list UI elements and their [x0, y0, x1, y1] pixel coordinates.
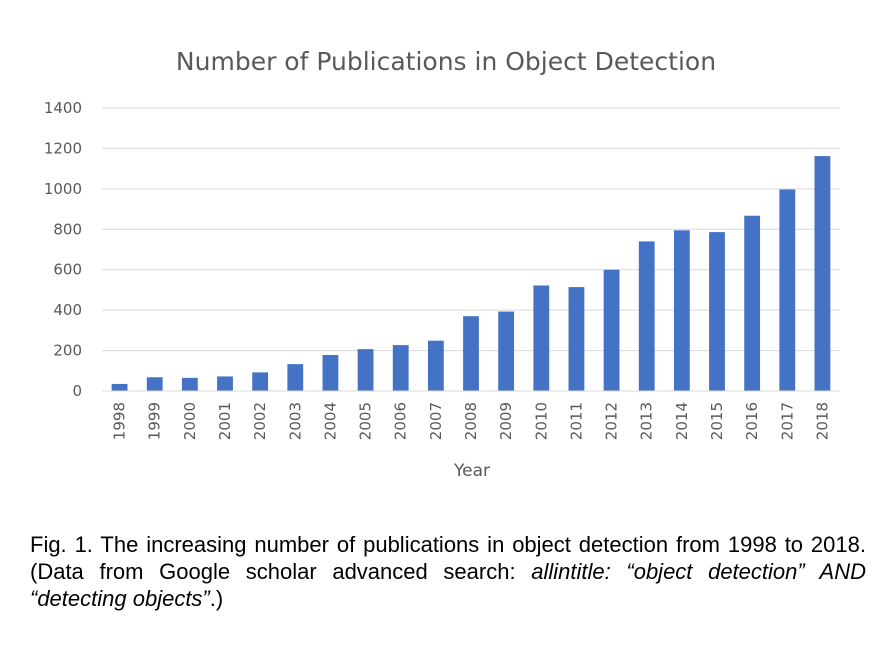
x-tick-label: 2018: [813, 402, 831, 440]
bar: [392, 345, 409, 391]
y-tick-label: 1200: [44, 139, 82, 157]
bar: [287, 364, 304, 391]
y-tick-label: 200: [53, 342, 82, 360]
bar: [638, 241, 655, 391]
bar: [709, 232, 725, 391]
x-tick-label: 2015: [708, 402, 726, 440]
bar: [744, 215, 761, 391]
bar: [427, 340, 444, 391]
x-tick-label: 2009: [497, 402, 515, 440]
bar: [217, 376, 233, 391]
y-tick-label: 400: [53, 301, 82, 319]
x-tick-label: 2010: [532, 402, 550, 440]
x-tick-label: 1999: [146, 402, 164, 440]
bar: [533, 285, 550, 391]
bar: [322, 355, 339, 391]
x-tick-label: 2017: [778, 402, 796, 440]
x-tick-label: 2013: [638, 402, 656, 440]
y-tick-label: 0: [72, 382, 82, 400]
y-tick-label: 600: [53, 261, 82, 279]
bar: [111, 383, 128, 391]
x-tick-label: 2003: [286, 402, 304, 440]
caption-query: allintitle: “object detection” AND “dete…: [30, 559, 866, 611]
chart-title: Number of Publications in Object Detecti…: [176, 47, 716, 76]
y-axis-ticks: 0 200 400 600 800 1000 1200 1400: [44, 99, 82, 400]
x-tick-label: 2005: [357, 402, 375, 440]
bar: [463, 316, 479, 391]
x-tick-label: 2012: [603, 402, 621, 440]
bar: [498, 311, 515, 391]
figure-caption: Fig. 1. The increasing number of publica…: [30, 531, 866, 612]
bar: [603, 269, 620, 391]
x-tick-label: 2001: [216, 402, 234, 440]
x-tick-label: 2014: [673, 402, 691, 440]
caption-text: Fig. 1. The increasing number of publica…: [30, 532, 866, 584]
x-axis-title: Year: [453, 461, 490, 481]
x-tick-label: 2011: [567, 402, 585, 440]
gridlines: [102, 107, 840, 352]
bars: [111, 156, 831, 391]
y-tick-label: 1400: [44, 99, 82, 117]
x-tick-label: 2000: [181, 402, 199, 440]
x-tick-label: 2004: [321, 402, 339, 440]
caption-end: .): [209, 586, 224, 611]
bar: [814, 156, 831, 391]
x-tick-label: 1998: [111, 402, 129, 440]
y-tick-label: 800: [53, 220, 82, 238]
x-tick-label: 2007: [427, 402, 445, 440]
y-tick-label: 1000: [44, 180, 82, 198]
bar: [779, 189, 796, 391]
x-tick-label: 2002: [251, 402, 269, 440]
x-tick-label: 2006: [392, 402, 410, 440]
bar-chart: Number of Publications in Object Detecti…: [44, 47, 840, 481]
x-tick-label: 2016: [743, 402, 761, 440]
bar: [252, 372, 269, 391]
bar: [568, 287, 585, 391]
bar: [357, 349, 374, 391]
x-axis-ticks: 1998 1999 2000 2001 2002 2003 2004 2005 2006 2007…: [111, 402, 832, 440]
x-tick-label: 2008: [462, 402, 480, 440]
bar: [146, 377, 163, 391]
bar: [673, 230, 690, 391]
bar: [181, 377, 198, 391]
